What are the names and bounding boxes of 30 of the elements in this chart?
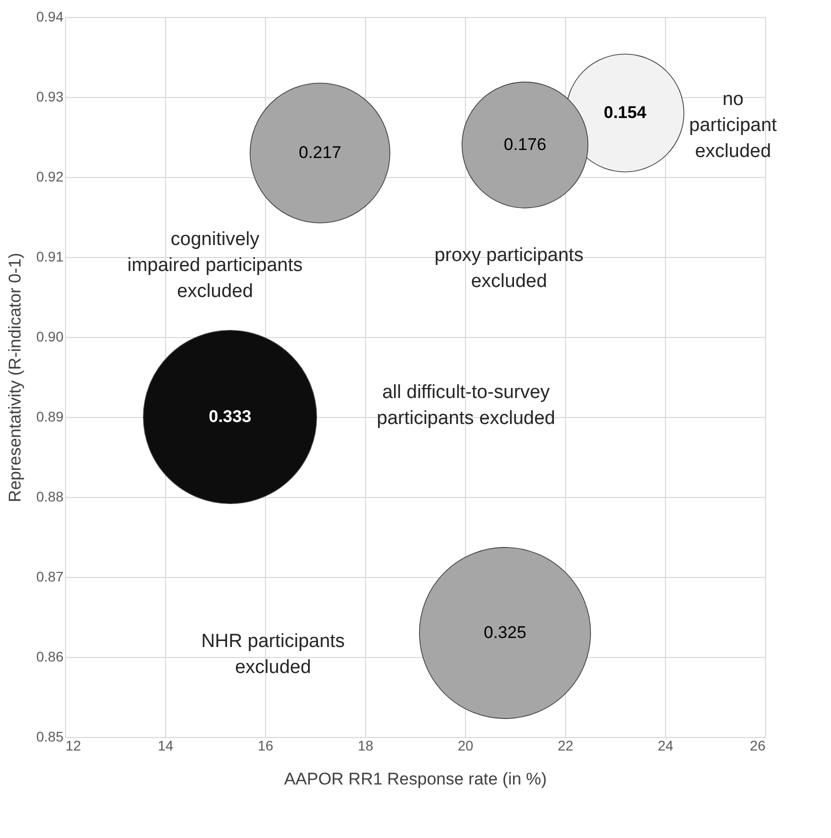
y-tick-label: 0.89	[36, 408, 64, 424]
x-tick-label: 20	[458, 738, 474, 754]
x-tick-label: 26	[750, 738, 766, 754]
y-tick-label: 0.87	[36, 568, 64, 584]
x-tick-label: 16	[258, 738, 274, 754]
data-label: 0.333	[208, 407, 252, 426]
annotation: NHR participants excluded	[201, 631, 345, 678]
y-tick-label: 0.86	[36, 648, 64, 664]
y-tick-label: 0.85	[36, 728, 64, 744]
data-label: 0.325	[484, 623, 526, 642]
annotation: proxy participants excluded	[434, 245, 584, 292]
x-tick-label: 22	[558, 738, 574, 754]
y-tick-label: 0.91	[36, 248, 64, 264]
y-tick-label: 0.93	[36, 88, 64, 104]
data-label: 0.154	[604, 103, 647, 122]
y-axis-title: Representativity (R-indicator 0-1)	[5, 252, 24, 502]
annotation: no participant excluded	[689, 89, 778, 162]
y-tick-label: 0.92	[36, 168, 64, 184]
x-tick-label: 18	[358, 738, 374, 754]
annotation: all difficult-to-survey participants excluded	[376, 382, 556, 429]
y-tick-label: 0.94	[36, 8, 64, 24]
x-tick-label: 24	[658, 738, 674, 754]
y-tick-label: 0.88	[36, 488, 64, 504]
annotation: cognitively impaired participants excluded	[127, 229, 303, 302]
data-label: 0.217	[298, 143, 342, 162]
data-label: 0.176	[504, 135, 546, 154]
y-tick-label: 0.90	[36, 328, 64, 344]
x-tick-label: 12	[66, 738, 82, 754]
x-tick-label: 14	[158, 738, 174, 754]
x-axis-title: AAPOR RR1 Response rate (in %)	[284, 770, 547, 788]
